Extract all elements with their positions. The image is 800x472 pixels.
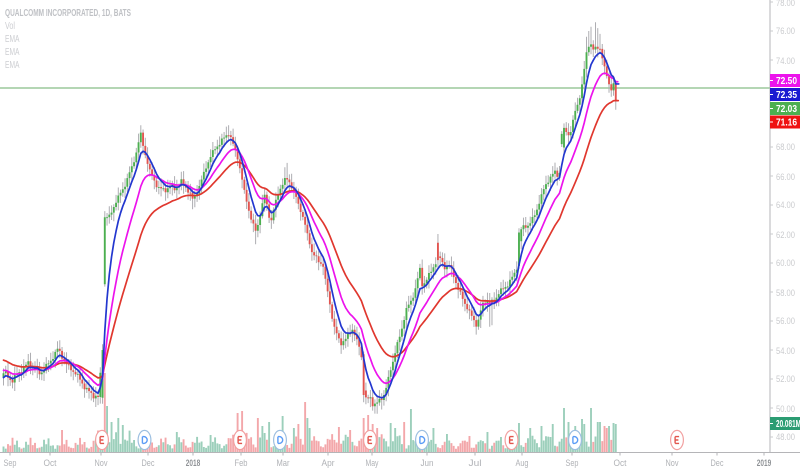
svg-text:Nov: Nov	[666, 458, 679, 469]
svg-text:50.00: 50.00	[776, 404, 795, 415]
svg-text:72.50: 72.50	[776, 76, 797, 87]
svg-text:Mar: Mar	[277, 458, 290, 469]
svg-text:Apr: Apr	[322, 458, 335, 469]
svg-text:Feb: Feb	[235, 458, 248, 469]
svg-text:Dec: Dec	[142, 458, 155, 469]
svg-text:Sep: Sep	[4, 458, 17, 469]
svg-text:Aug: Aug	[516, 458, 529, 469]
svg-text:58.00: 58.00	[776, 288, 795, 299]
svg-text:74.00: 74.00	[776, 56, 795, 67]
svg-text:EMA: EMA	[5, 60, 20, 71]
svg-text:Oct: Oct	[44, 458, 57, 469]
svg-text:Oct: Oct	[614, 458, 627, 469]
svg-text:Jun: Jun	[421, 458, 434, 469]
svg-text:62.00: 62.00	[776, 230, 795, 241]
svg-text:Jul: Jul	[469, 458, 482, 469]
svg-text:56.00: 56.00	[776, 316, 795, 327]
svg-text:76.00: 76.00	[776, 26, 795, 37]
svg-text:52.00: 52.00	[776, 374, 795, 385]
svg-text:Nov: Nov	[95, 458, 108, 469]
svg-text:Sep: Sep	[566, 458, 579, 469]
svg-text:20.081M: 20.081M	[776, 419, 800, 430]
svg-text:72.03: 72.03	[776, 104, 797, 115]
svg-text:Vol: Vol	[5, 21, 15, 32]
svg-text:Dec: Dec	[711, 458, 724, 469]
svg-text:78.00: 78.00	[776, 0, 795, 9]
svg-text:QUALCOMM INCORPORATED, 1D, BAT: QUALCOMM INCORPORATED, 1D, BATS	[5, 8, 131, 19]
svg-text:EMA: EMA	[5, 47, 20, 58]
svg-text:2019: 2019	[757, 458, 772, 469]
svg-text:71.16: 71.16	[776, 118, 797, 129]
svg-text:54.00: 54.00	[776, 346, 795, 357]
svg-text:72.35: 72.35	[776, 90, 797, 101]
svg-text:60.00: 60.00	[776, 258, 795, 269]
svg-text:2018: 2018	[186, 458, 201, 469]
svg-text:64.00: 64.00	[776, 200, 795, 211]
svg-text:68.00: 68.00	[776, 142, 795, 153]
svg-text:May: May	[366, 458, 379, 469]
svg-text:66.00: 66.00	[776, 172, 795, 183]
svg-text:48.00: 48.00	[776, 432, 795, 443]
svg-text:EMA: EMA	[5, 34, 20, 45]
